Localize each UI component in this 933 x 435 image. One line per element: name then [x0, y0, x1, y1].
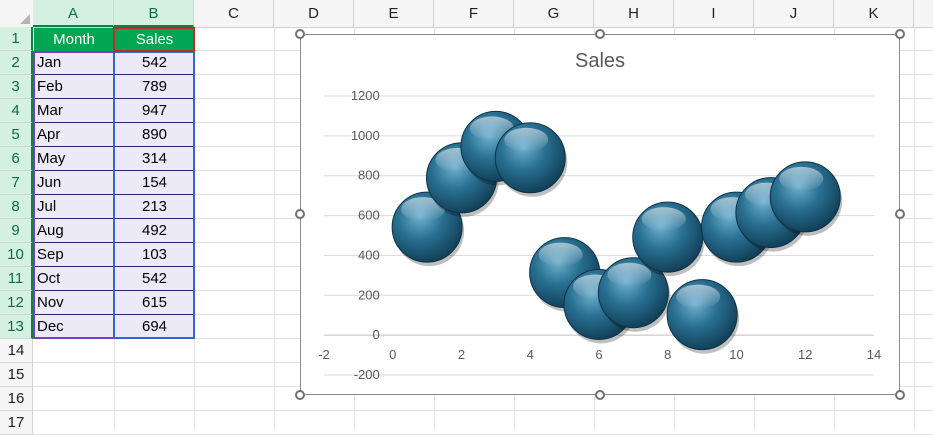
resize-handle-bottom-right[interactable]	[895, 390, 905, 400]
sales-cell[interactable]: 103	[115, 243, 194, 267]
sales-cell[interactable]: 314	[115, 147, 194, 171]
row-header-17[interactable]: 17	[0, 411, 33, 435]
sales-cell[interactable]: 789	[115, 75, 194, 99]
select-all-corner[interactable]	[0, 0, 34, 27]
y-tick-label: -200	[354, 367, 380, 382]
y-tick-label: 600	[358, 208, 380, 223]
x-tick-label: 10	[729, 347, 743, 362]
sales-cell[interactable]: 890	[115, 123, 194, 147]
sales-cell[interactable]: 492	[115, 219, 194, 243]
x-tick-label: 8	[664, 347, 671, 362]
scatter-chart: Sales -200 0 200 400 600 800 1000 1200 -2 0 2 4 6 8 10…	[318, 50, 881, 382]
column-header-i[interactable]: I	[674, 0, 754, 27]
column-header-d[interactable]: D	[274, 0, 354, 27]
data-point	[494, 122, 568, 197]
resize-handle-bottom-left[interactable]	[295, 390, 305, 400]
resize-handle-bottom[interactable]	[595, 390, 605, 400]
row-header-12[interactable]: 12	[0, 291, 33, 315]
row-header-5[interactable]: 5	[0, 123, 33, 147]
resize-handle-top[interactable]	[595, 29, 605, 39]
data-point	[391, 191, 465, 267]
column-header-h[interactable]: H	[594, 0, 674, 27]
gridline-col	[914, 27, 915, 429]
month-cell[interactable]: Jul	[34, 195, 114, 219]
sales-cell[interactable]: 154	[115, 171, 194, 195]
row-header-6[interactable]: 6	[0, 147, 33, 171]
y-tick-label: 200	[358, 287, 380, 302]
row-header-3[interactable]: 3	[0, 75, 33, 99]
sales-cell[interactable]: 694	[115, 315, 194, 339]
x-tick-label: -2	[318, 347, 330, 362]
y-tick-label: 0	[373, 327, 380, 342]
row-header-1[interactable]: 1	[0, 27, 33, 51]
column-header-g[interactable]: G	[514, 0, 594, 27]
month-cell[interactable]: Apr	[34, 123, 114, 147]
y-tick-label: 800	[358, 168, 380, 183]
month-cell[interactable]: Dec	[34, 315, 114, 339]
x-tick-label: 12	[798, 347, 812, 362]
x-tick-label: 0	[389, 347, 396, 362]
resize-handle-top-right[interactable]	[895, 29, 905, 39]
gridline-col	[274, 27, 275, 429]
month-range-highlight	[33, 51, 115, 339]
row-header-16[interactable]: 16	[0, 387, 33, 411]
x-tick-label: 4	[527, 347, 534, 362]
sales-cell[interactable]: 615	[115, 291, 194, 315]
resize-handle-left[interactable]	[295, 209, 305, 219]
sales-range-highlight	[113, 51, 195, 339]
chart-area[interactable]: Sales -200 0 200 400 600 800 1000 1200 -2 0 2 4 6 8 10…	[300, 34, 900, 395]
data-point	[597, 257, 671, 332]
row-header-14[interactable]: 14	[0, 339, 33, 363]
month-cell[interactable]: Jun	[34, 171, 114, 195]
month-cell[interactable]: May	[34, 147, 114, 171]
x-tick-label: 2	[458, 347, 465, 362]
column-header-c[interactable]: C	[194, 0, 274, 27]
data-points	[391, 110, 843, 354]
data-point	[666, 279, 740, 354]
column-header-k[interactable]: K	[834, 0, 914, 27]
row-header-11[interactable]: 11	[0, 267, 33, 291]
resize-handle-top-left[interactable]	[295, 29, 305, 39]
chart-title: Sales	[575, 50, 625, 72]
sales-cell[interactable]: 213	[115, 195, 194, 219]
row-header-13[interactable]: 13	[0, 315, 33, 339]
row-header-9[interactable]: 9	[0, 219, 33, 243]
row-header-7[interactable]: 7	[0, 171, 33, 195]
row-header-2[interactable]: 2	[0, 51, 33, 75]
x-tick-label: 6	[595, 347, 602, 362]
column-header-j[interactable]: J	[754, 0, 834, 27]
row-header-8[interactable]: 8	[0, 195, 33, 219]
column-header-e[interactable]: E	[354, 0, 434, 27]
month-cell[interactable]: Feb	[34, 75, 114, 99]
y-tick-label: 1000	[351, 128, 380, 143]
month-cell[interactable]: Aug	[34, 219, 114, 243]
month-cell[interactable]: Sep	[34, 243, 114, 267]
column-header-f[interactable]: F	[434, 0, 514, 27]
y-tick-label: 1200	[351, 88, 380, 103]
row-header-4[interactable]: 4	[0, 99, 33, 123]
header-month-cell[interactable]: Month	[34, 28, 114, 52]
data-point	[632, 201, 705, 277]
series-name-highlight	[113, 27, 195, 52]
column-header-b[interactable]: B	[114, 0, 194, 27]
sales-cell[interactable]: 947	[115, 99, 194, 123]
month-cell[interactable]: Nov	[34, 291, 114, 315]
month-cell[interactable]: Mar	[34, 99, 114, 123]
column-header-a[interactable]: A	[33, 0, 114, 27]
resize-handle-right[interactable]	[895, 209, 905, 219]
header-sales-cell[interactable]: Sales	[115, 28, 194, 52]
month-cell[interactable]: Oct	[34, 267, 114, 291]
row-header-15[interactable]: 15	[0, 363, 33, 387]
gridline-row	[33, 410, 933, 411]
row-header-10[interactable]: 10	[0, 243, 33, 267]
sales-cell[interactable]: 542	[115, 51, 194, 75]
month-cell[interactable]: Jan	[34, 51, 114, 75]
x-tick-label: 14	[867, 347, 881, 362]
y-tick-label: 400	[358, 247, 380, 262]
sales-cell[interactable]: 542	[115, 267, 194, 291]
tick-labels: -200 0 200 400 600 800 1000 1200 -2 0 2 4 6 8 10 12 14	[318, 88, 881, 382]
data-point	[769, 161, 843, 236]
